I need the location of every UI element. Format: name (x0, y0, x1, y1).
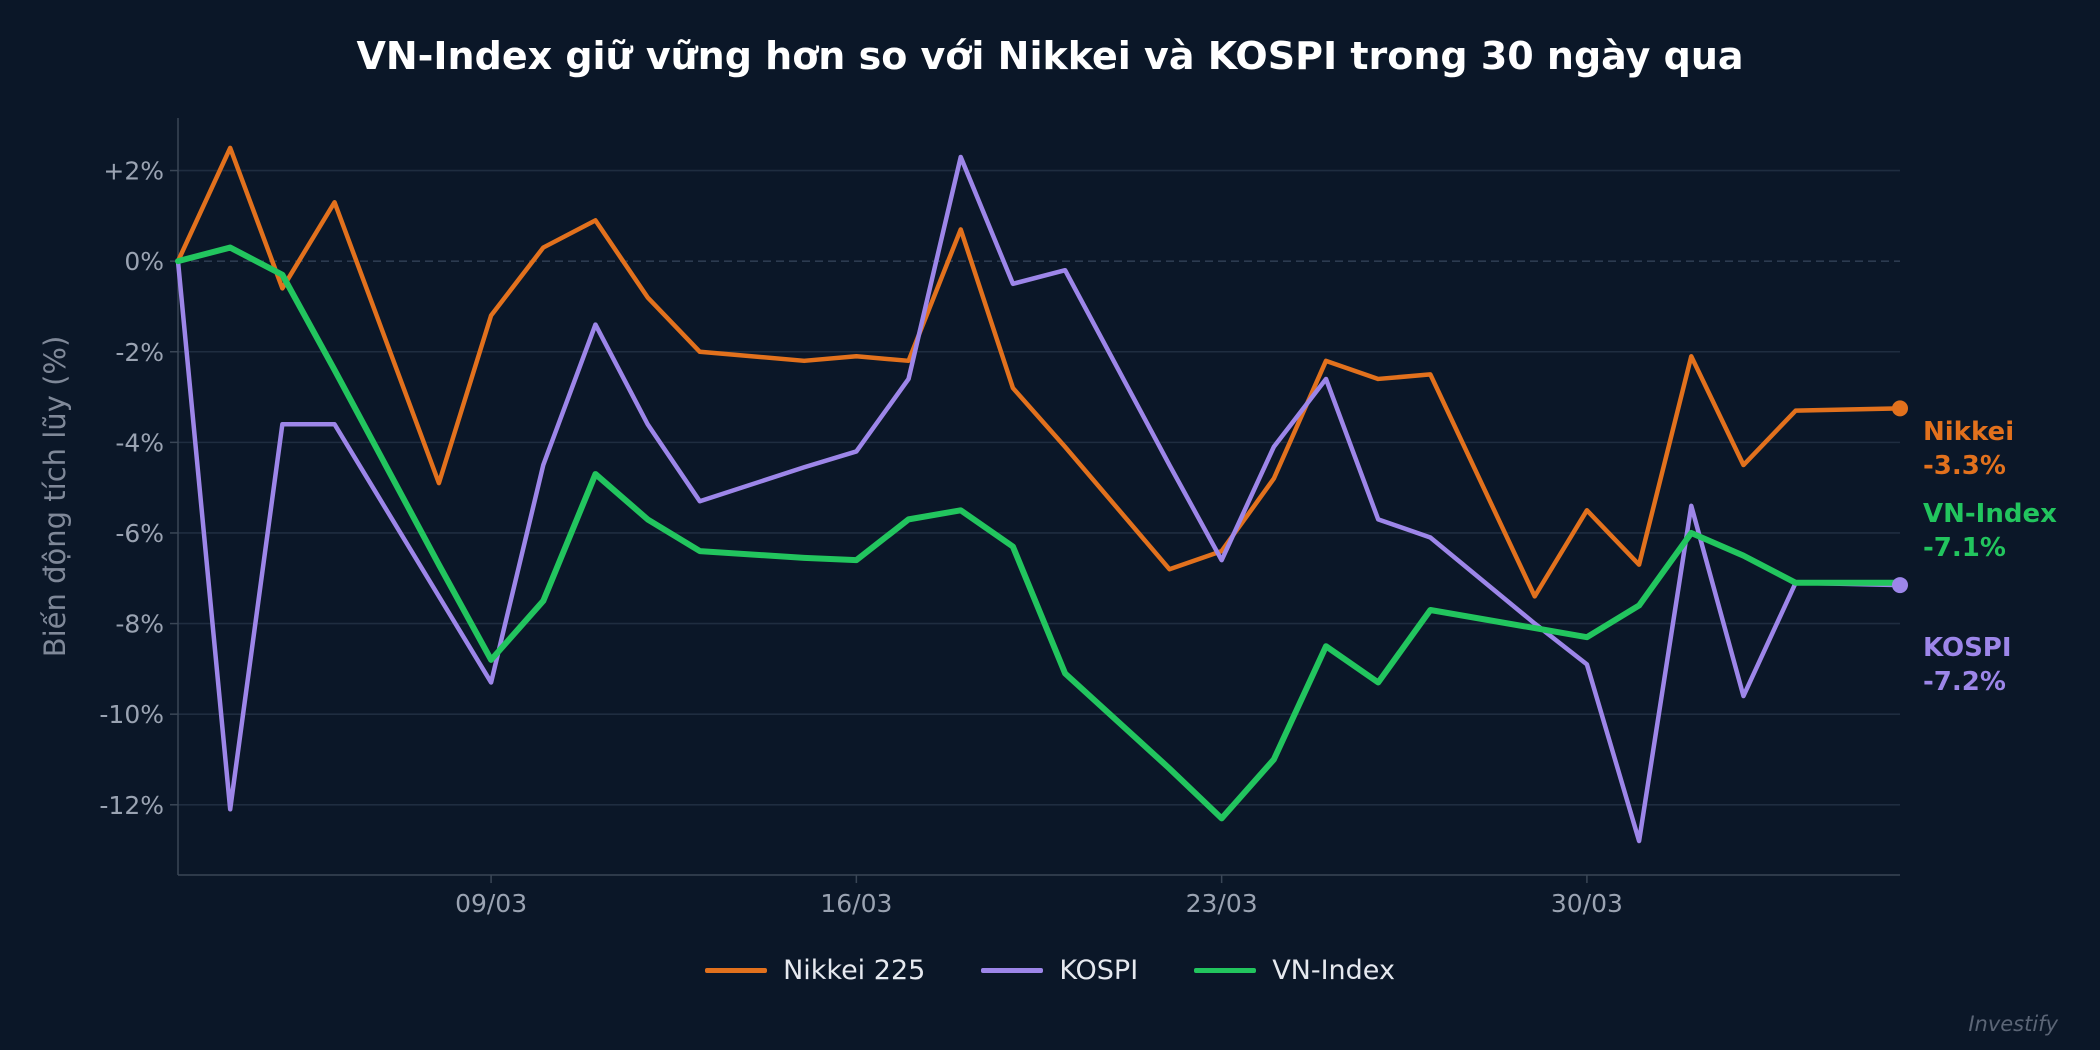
x-tick-label: 09/03 (455, 889, 527, 918)
legend-swatch-kospi (981, 968, 1044, 973)
end-marker-kospi (1892, 577, 1908, 594)
legend: Nikkei 225 KOSPI VN-Index (0, 955, 2100, 986)
y-tick-label: -10% (99, 700, 164, 729)
y-tick-label: 0% (124, 247, 164, 276)
end-label-name: Nikkei (1923, 417, 2014, 447)
legend-swatch-nikkei (705, 968, 768, 973)
y-tick-label: +2% (103, 157, 164, 186)
x-tick-label: 16/03 (820, 889, 892, 918)
x-tick-label: 23/03 (1186, 889, 1258, 918)
series-line-kospi (175, 154, 1903, 844)
end-label-value: -7.2% (1923, 667, 2006, 697)
legend-item-kospi[interactable]: KOSPI (981, 955, 1138, 986)
end-label-value: -3.3% (1923, 451, 2006, 481)
y-tick-label: -6% (115, 519, 164, 548)
chart-title: VN-Index giữ vững hơn so với Nikkei và K… (356, 34, 1744, 78)
legend-label-vnindex: VN-Index (1272, 955, 1395, 986)
end-label-value: -7.1% (1923, 533, 2006, 563)
series-line-vn-index (175, 244, 1903, 822)
y-tick-label: -2% (115, 338, 164, 367)
y-axis-label: Biến động tích lũy (%) (38, 336, 72, 658)
y-tick-label: -4% (115, 428, 164, 457)
y-tick-label: -8% (115, 610, 164, 639)
end-label-name: KOSPI (1923, 633, 2012, 663)
legend-label-kospi: KOSPI (1059, 955, 1139, 986)
legend-swatch-vnindex (1194, 968, 1257, 973)
watermark: Investify (1968, 1012, 2058, 1036)
legend-label-nikkei: Nikkei 225 (783, 955, 926, 986)
end-label-name: VN-Index (1923, 499, 2057, 529)
legend-item-nikkei[interactable]: Nikkei 225 (705, 955, 925, 986)
x-tick-label: 30/03 (1551, 889, 1623, 918)
end-marker-nikkei (1892, 400, 1908, 417)
series-line-nikkei (175, 145, 1903, 599)
legend-item-vnindex[interactable]: VN-Index (1194, 955, 1395, 986)
y-tick-label: -12% (99, 791, 164, 820)
